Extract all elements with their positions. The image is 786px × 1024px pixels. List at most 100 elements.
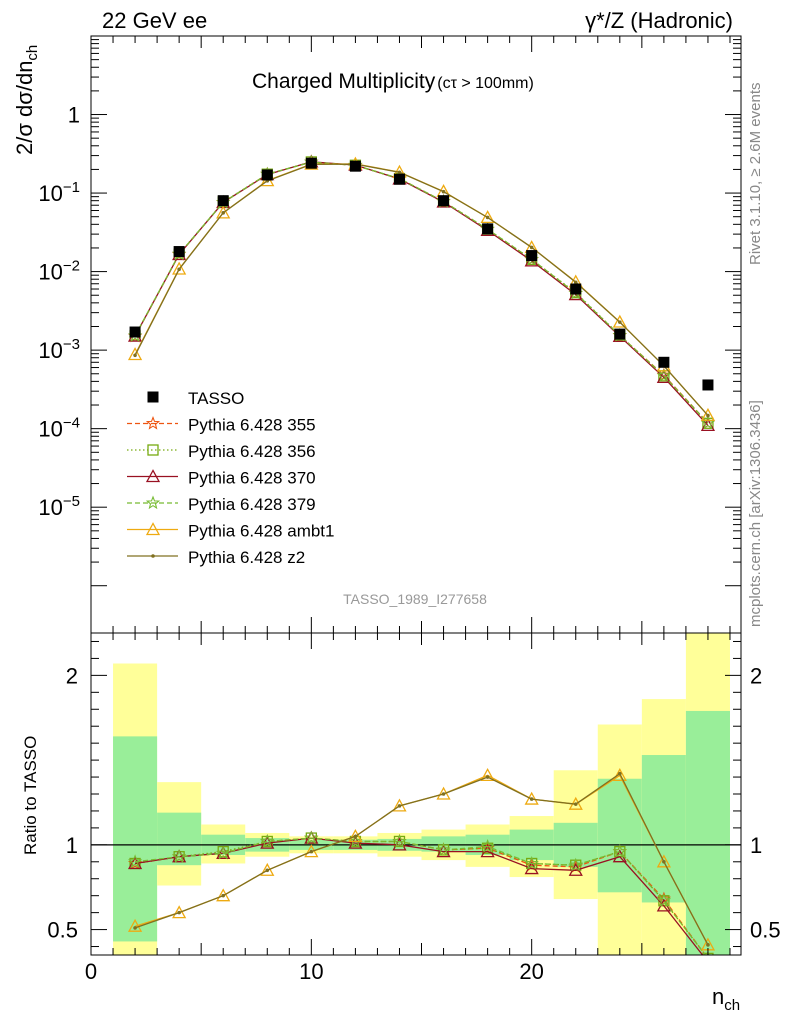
main-panel: 110−110−210−310−410−5 [38,35,742,634]
series-3-point-12-shape [656,368,672,382]
series-4-point-13-shape [700,407,716,421]
ratio-series-4-point-12-shape [656,854,671,868]
y-tick-label-base: 10 [38,181,62,206]
chart-title: Charged Multiplicity (cτ > 100mm) [252,70,534,93]
series-4-point-11 [612,314,627,328]
ratio-series-3-point-8-shape [480,838,495,853]
legend-marker-0 [145,415,161,430]
x-tick-label-0: 0 [85,959,97,984]
ratio-series-3-point-12 [656,893,672,907]
ratio-series-5-point-8-shape [485,775,490,779]
ratio-tick-label-1: 1 [66,833,78,858]
legend-label-1: Pythia 6.428 356 [188,442,316,461]
series-5-point-7-shape [441,189,446,194]
y-tick-label-exp: −4 [63,415,80,432]
y-tick-label-exp: −5 [63,493,80,510]
ratio-series-5-point-3-shape [265,868,270,873]
ratio-series-5-point-11-shape [618,771,622,776]
series-5-point-10 [573,280,578,285]
ratio-series-3-point-10 [568,857,583,872]
y-tick-label-base: 10 [38,338,62,363]
series-5-point-1 [177,267,181,272]
data-point-1 [173,246,185,258]
data-point-1-shape [173,246,185,258]
ratio-series-3-point-9-shape [524,856,539,870]
ratio-series-3-point-4 [304,830,319,845]
ratio-series-3-point-3-shape [260,834,275,848]
series-5-point-2 [221,211,226,215]
series-line-5 [134,163,709,416]
ratio-series-5-point-1-shape [177,910,181,915]
ratio-y-axis-label: Ratio to TASSO [21,736,40,855]
ratio-series-5-point-4 [309,849,314,854]
ratio-series-3-point-10-shape [568,857,583,872]
ratio-line-3 [135,837,707,955]
ratio-series-4-point-8-shape [480,768,495,782]
ratio-series-5-point-5-shape [353,834,358,839]
ratio-band-green-11 [597,778,642,893]
series-line-3 [134,161,709,424]
data-point-10 [570,283,582,295]
legend-label-5: Pythia 6.428 z2 [188,548,305,567]
legend-marker-2 [145,469,161,483]
series-5-point-6 [397,170,402,175]
series-4-point-0 [127,347,143,361]
ratio-series-0-point-12-shape [656,891,672,906]
ratio-series-4-point-11 [612,768,627,782]
series-4-point-1 [172,261,187,275]
ratio-band-green-13 [685,710,730,955]
rivet-label: Rivet 3.1.10, ≥ 2.6M events [747,83,764,266]
y-tick-label-base: 10 [38,417,62,442]
y-tick-label-5: 10−5 [38,493,80,520]
y-tick-label-4: 10−4 [38,415,80,442]
ratio-series-2-point-13-shape [707,954,709,955]
series-4-point-2-shape [216,205,231,219]
header-left-label: 22 GeV ee [102,8,207,33]
ratio-series-5-point-0-shape [133,926,137,930]
ratio-series-3-point-4-shape [304,830,319,845]
ratio-series-2-point-4-shape [304,830,319,844]
y-tick-label-2: 10−2 [38,258,80,285]
series-4-point-2 [216,205,231,219]
legend-label-3: Pythia 6.428 379 [188,495,316,514]
main-frame [90,35,742,634]
ratio-series-4-point-12 [656,854,671,868]
y-tick-label-exp: −2 [63,258,80,275]
series-3-point-12 [656,368,672,382]
ratio-band-green-12 [641,755,686,903]
y-tick-label-0: 1 [68,103,80,128]
ratio-series-2-point-13 [707,954,709,955]
ratio-series-3-point-11 [612,844,627,858]
ratio-series-5-point-5 [353,834,358,839]
series-5-point-8-shape [485,215,490,220]
legend-data-marker-shape [147,391,159,403]
ratio-series-4-point-9-shape [524,791,539,805]
ratio-series-5-point-7-shape [441,792,446,796]
y-tick-label-base: 10 [38,495,62,520]
ratio-series-5-point-9 [529,797,534,801]
data-point-13-shape [702,379,714,391]
legend-marker-5-shape [151,554,155,558]
data-point-11 [614,328,626,340]
legend-label-4: Pythia 6.428 ambt1 [188,522,334,541]
chart-title-main: Charged Multiplicity [252,70,436,93]
ratio-series-3-point-1-shape [171,849,187,863]
ratio-series-4-point-5 [348,829,363,843]
series-3-point-13 [700,415,716,430]
ratio-series-5-point-9-shape [529,797,534,801]
series-5-point-1-shape [177,267,181,272]
ratio-series-3-point-7-shape [436,842,451,857]
ratio-series-5-point-11 [618,771,622,776]
data-point-4-shape [305,157,317,169]
ratio-series-4-point-5-shape [348,829,363,843]
series-5-point-13-shape [706,413,710,418]
ratio-series-5-point-7 [441,792,446,796]
ratio-band-green-0 [113,736,158,942]
series-4-point-8-shape [480,210,495,224]
ratio-series-5-point-4-shape [309,849,314,854]
data-point-7-shape [438,195,450,207]
ratio-series-5-point-6 [397,804,402,808]
series-4-point-1-shape [172,261,187,275]
series-5-point-11 [618,320,622,324]
